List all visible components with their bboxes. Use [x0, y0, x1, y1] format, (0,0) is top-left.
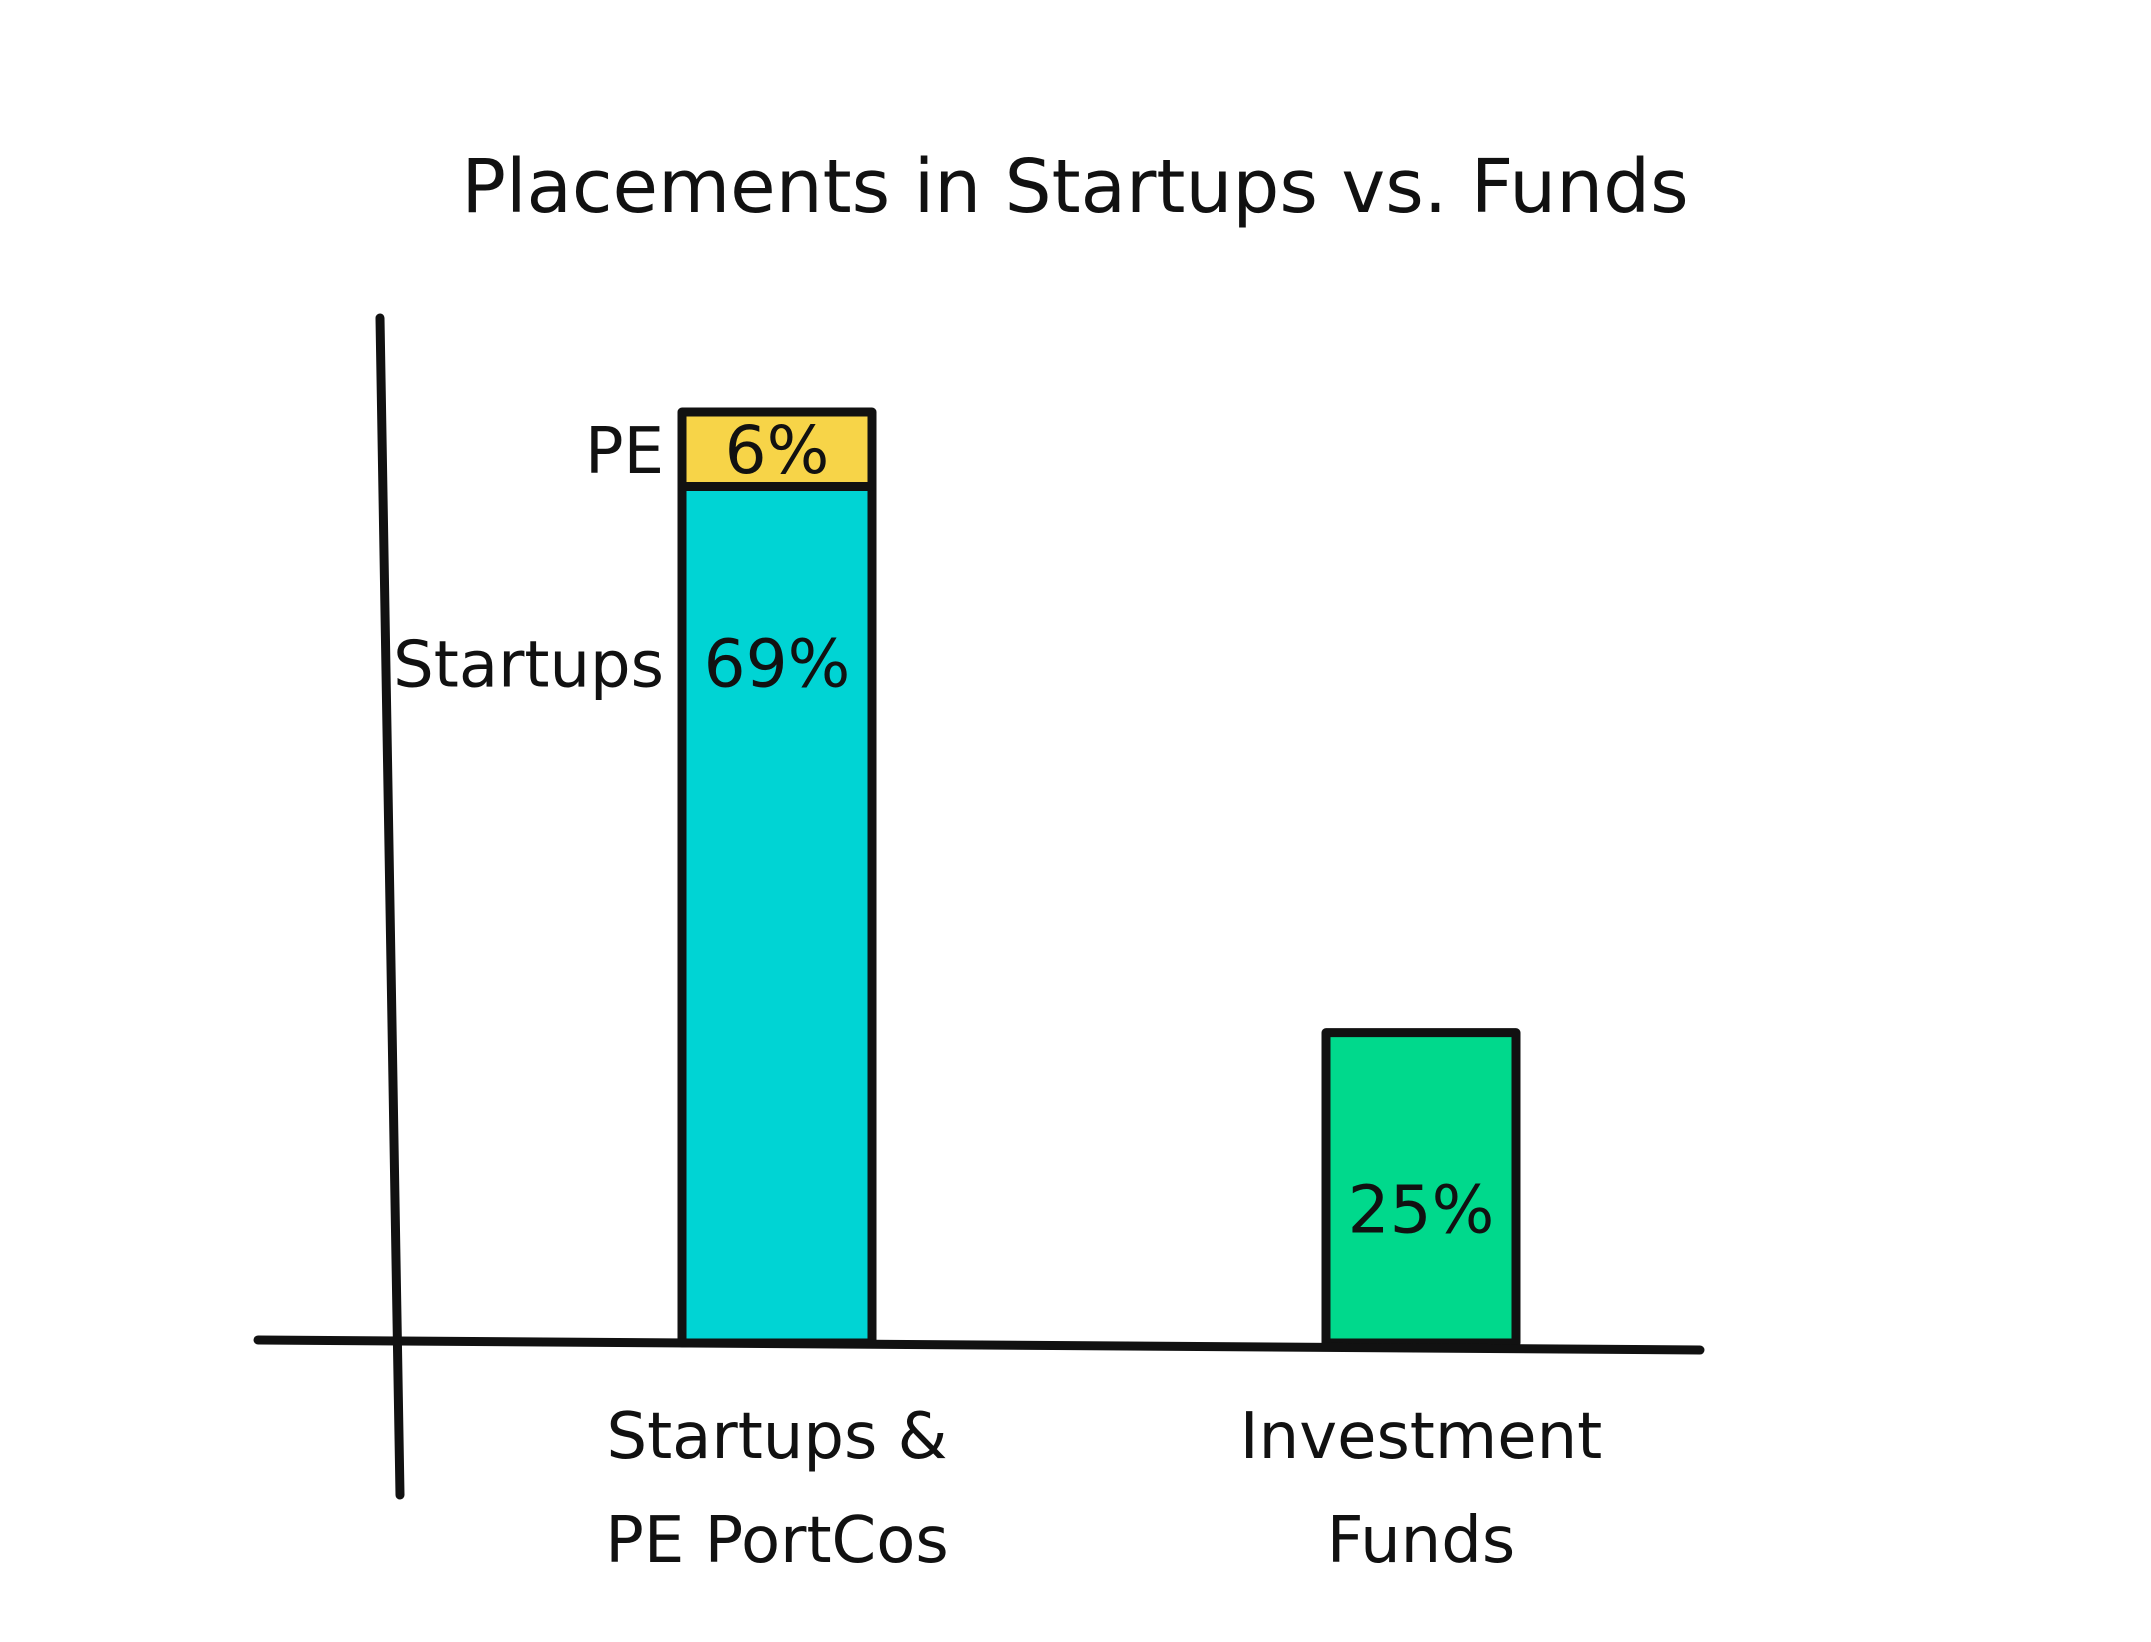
value-label-0-0: 69% — [704, 625, 851, 702]
x-axis — [253, 1335, 1705, 1355]
value-label-2-1: 25% — [1348, 1172, 1495, 1249]
value-label-1-0: 6% — [725, 412, 830, 489]
category-label-1-line-0: Investment — [1240, 1400, 1603, 1474]
category-label-0-line-0: Startups & — [606, 1400, 947, 1474]
category-label-0-line-1: PE PortCos — [605, 1504, 948, 1578]
series-labels-group: Startups PE — [393, 415, 664, 702]
category-labels-group: Startups & PE PortCos Investment Funds — [605, 1400, 1602, 1578]
y-axis — [375, 313, 405, 1500]
series-label-pe: PE — [585, 415, 664, 489]
bar-series-2-1 — [1321, 1028, 1521, 1348]
category-label-1-line-1: Funds — [1327, 1504, 1515, 1578]
series-label-startups: Startups — [393, 628, 664, 702]
value-labels-group: 69% 6% 25% — [704, 412, 1495, 1248]
bar-startups-0 — [677, 481, 877, 1348]
bar-pe-0 — [677, 407, 877, 491]
bars-group — [677, 407, 1521, 1348]
chart-title: Placements in Startups vs. Funds — [461, 144, 1688, 230]
